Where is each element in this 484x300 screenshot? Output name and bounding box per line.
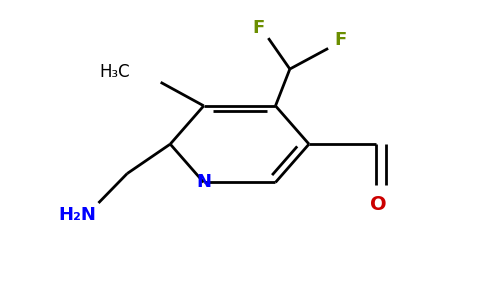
Text: H₃C: H₃C xyxy=(99,63,130,81)
Text: F: F xyxy=(253,19,265,37)
Text: O: O xyxy=(370,195,387,214)
Text: F: F xyxy=(334,31,346,49)
Text: N: N xyxy=(196,173,211,191)
Text: H₂N: H₂N xyxy=(58,206,96,224)
